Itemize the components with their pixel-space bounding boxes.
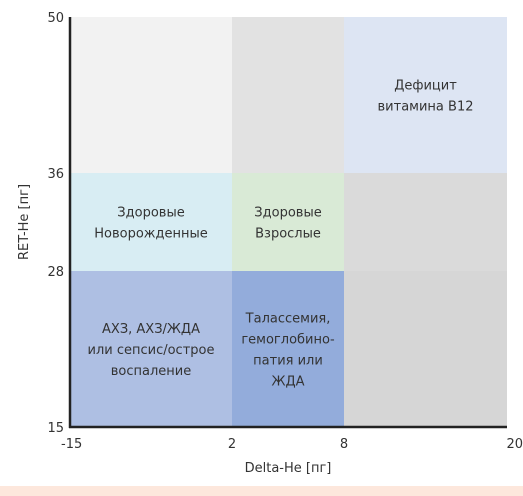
y-tick-label: 50 <box>47 11 64 26</box>
region-8 <box>344 271 507 427</box>
x-tick-label: 2 <box>228 437 236 452</box>
region-6-label-line-0: АХЗ, АХЗ/ЖДА <box>102 322 200 337</box>
region-7-label-line-2: патия или <box>253 354 323 369</box>
x-axis-title: Delta-He [пг] <box>245 461 332 476</box>
x-tick-label: -15 <box>61 437 82 452</box>
x-tick-label: 8 <box>340 437 348 452</box>
regions-layer: Дефицит витамина B12 Здоровые Новорожденные… <box>70 17 507 427</box>
region-6 <box>70 271 232 427</box>
region-4-label-line-1: Взрослые <box>255 227 321 242</box>
region-7 <box>232 271 344 427</box>
region-5 <box>344 173 507 271</box>
axes-layer <box>68 17 507 429</box>
region-1 <box>232 17 344 173</box>
region-7-label-line-0: Талассемия, <box>245 312 331 327</box>
y-tick-label: 28 <box>47 265 64 280</box>
y-axis-title: RET-He [пг] <box>17 184 32 260</box>
region-6-label-line-2: воспаление <box>111 364 191 379</box>
region-7-label-line-1: гемоглобино- <box>241 333 335 348</box>
region-7-label-line-3: ЖДА <box>271 375 304 390</box>
region-2 <box>344 17 507 173</box>
region-2-label-line-0: Дефицит <box>394 79 457 94</box>
region-3-label-line-0: Здоровые <box>117 206 184 221</box>
region-3-label-line-1: Новорожденные <box>94 227 208 242</box>
region-3 <box>70 173 232 271</box>
region-2-label-line-1: витамина B12 <box>378 100 474 115</box>
y-tick-label: 15 <box>47 421 64 436</box>
y-tick-label: 36 <box>47 167 64 182</box>
region-4 <box>232 173 344 271</box>
region-4-label-line-0: Здоровые <box>254 206 321 221</box>
x-tick-label: 20 <box>506 437 523 452</box>
region-6-label-line-1: или сепсис/острое <box>88 343 215 358</box>
region-0 <box>70 17 232 173</box>
